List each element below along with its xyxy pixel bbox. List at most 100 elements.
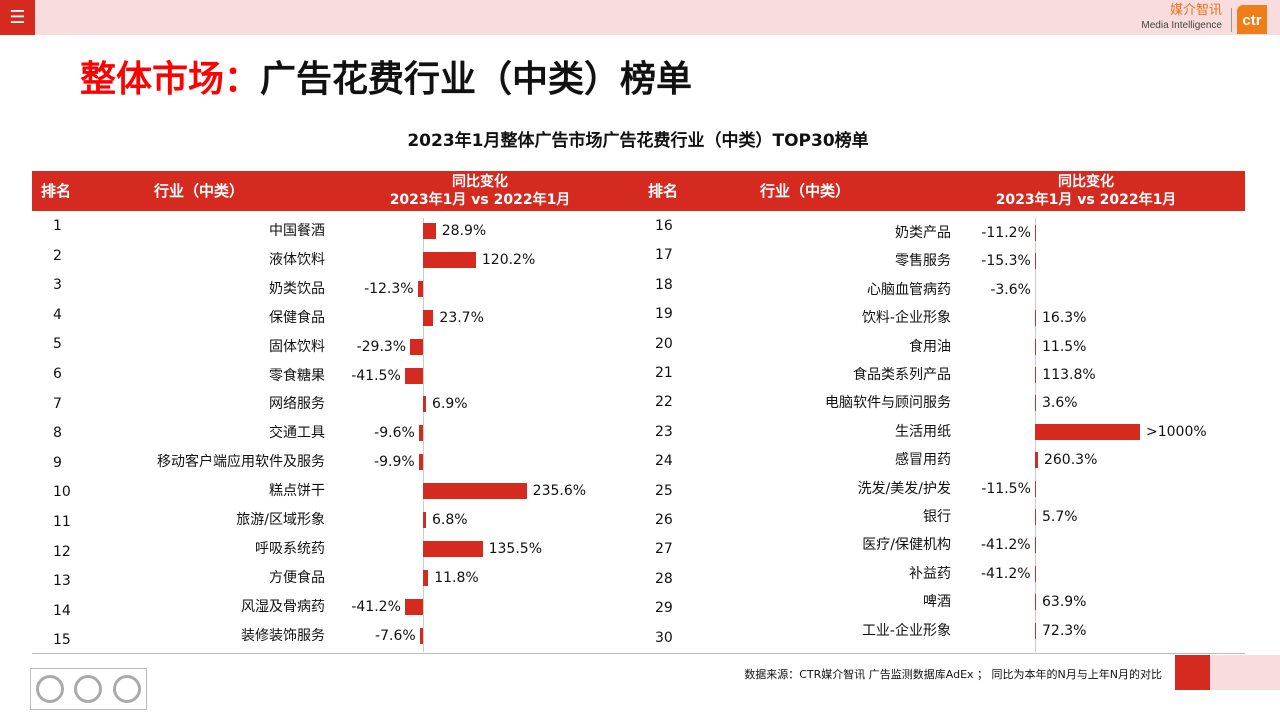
industry-name: 食品类系列产品	[853, 367, 951, 383]
rank-number: 1	[53, 218, 62, 234]
industry-name: 保健食品	[269, 309, 325, 326]
rank-number: 26	[655, 512, 673, 528]
industry-name: 移动客户端应用软件及服务	[157, 454, 325, 471]
industry-name: 生活用纸	[895, 423, 951, 440]
change-bar	[1035, 452, 1038, 469]
change-value: -41.2%	[351, 598, 401, 615]
change-value: 16.3%	[1042, 310, 1087, 327]
industry-name: 工业-企业形象	[861, 622, 951, 639]
rank-number: 6	[53, 366, 62, 382]
sgs-icon	[112, 675, 141, 703]
hamburger-icon: ☰	[9, 7, 26, 28]
table-subtitle: 2023年1月整体广告市场广告花费行业（中类）TOP30榜单	[407, 131, 869, 151]
header-change-line2: 2023年1月 vs 2022年1月	[995, 192, 1177, 208]
change-bar	[410, 338, 423, 355]
industry-name: 交通工具	[269, 425, 325, 442]
change-bar	[1035, 594, 1036, 611]
rank-number: 29	[655, 600, 673, 617]
rank-number: 4	[53, 306, 62, 323]
rank-number: 15	[53, 632, 71, 649]
header-change-line2: 2023年1月 vs 2022年1月	[389, 192, 571, 208]
industry-name: 啤酒	[923, 594, 951, 611]
rank-number: 8	[53, 425, 62, 442]
change-value: 120.2%	[481, 251, 536, 268]
change-value: 6.8%	[431, 512, 468, 528]
header-rank-right: 排名	[648, 182, 679, 200]
change-bar	[1035, 367, 1037, 383]
change-bar	[423, 512, 426, 528]
change-value: 260.3%	[1043, 452, 1098, 469]
rank-number: 23	[655, 423, 673, 440]
zero-axis	[423, 218, 424, 652]
footer-red-block	[1175, 655, 1210, 690]
header-industry-right: 行业（中类）	[760, 182, 851, 200]
rank-number: 2	[53, 247, 62, 264]
industry-name: 呼吸系统药	[255, 540, 325, 557]
industry-name: 固体饮料	[269, 338, 325, 355]
change-value: 5.7%	[1042, 509, 1078, 525]
logo-en: Media Intelligence	[1141, 20, 1222, 31]
rank-number: 22	[655, 394, 673, 411]
industry-name: 奶类饮品	[269, 280, 325, 297]
change-value: -12.3%	[364, 280, 414, 297]
sgs-icon	[36, 675, 65, 703]
change-bar	[404, 598, 423, 615]
header-change-left: 同比变化 2023年1月 vs 2022年1月	[372, 173, 588, 209]
footer-pink-block	[1210, 655, 1280, 690]
source-note: 数据来源：CTR媒介智讯 广告监测数据库AdEx ； 同比为本年的N月与上年N月…	[744, 668, 1162, 681]
change-bar	[423, 540, 483, 557]
table-header: 排名 行业（中类） 同比变化 2023年1月 vs 2022年1月 排名 行业（中…	[32, 171, 1245, 211]
industry-name: 中国餐酒	[269, 223, 325, 239]
ctr-logo: ctr	[1237, 5, 1267, 34]
rank-number: 17	[655, 247, 673, 264]
change-value: 135.5%	[488, 540, 542, 557]
top-bar	[0, 0, 1280, 35]
industry-name: 补益药	[909, 565, 951, 582]
change-value: 28.9%	[441, 223, 487, 239]
industry-name: 液体饮料	[269, 251, 325, 268]
industry-name: 银行	[923, 509, 951, 525]
change-value: -41.2%	[981, 537, 1031, 554]
change-value: -29.3%	[356, 338, 407, 355]
change-bar	[418, 425, 423, 442]
change-bar	[423, 223, 436, 239]
rank-number: 9	[53, 454, 62, 471]
rank-number: 28	[655, 570, 673, 587]
rank-number: 14	[53, 602, 71, 619]
menu-button[interactable]: ☰	[0, 0, 35, 35]
rank-number: 19	[655, 306, 673, 323]
rank-number: 13	[53, 573, 71, 590]
change-bar	[1035, 395, 1036, 412]
change-bar	[404, 367, 423, 384]
industry-name: 感冒用药	[895, 452, 951, 469]
change-value: 3.6%	[1042, 395, 1078, 412]
sgs-cert-logos	[30, 668, 147, 710]
change-value: -11.2%	[981, 225, 1031, 241]
page-title: 整体市场：广告花费行业（中类）榜单	[80, 58, 692, 102]
industry-name: 洗发/美发/护发	[857, 480, 951, 497]
rank-number: 24	[655, 453, 673, 470]
header-change-line1: 同比变化	[452, 174, 508, 190]
rank-number: 7	[53, 395, 62, 412]
industry-name: 医疗/保健机构	[862, 537, 951, 554]
change-bar	[418, 454, 423, 471]
change-value: 11.5%	[1042, 338, 1087, 355]
change-bar	[419, 627, 423, 644]
change-bar	[423, 396, 427, 413]
change-bar	[1035, 310, 1036, 327]
change-bar	[423, 569, 429, 586]
change-value: -41.2%	[981, 565, 1031, 582]
change-bar	[423, 483, 527, 500]
change-value: 23.7%	[439, 309, 484, 326]
rank-number: 20	[655, 335, 673, 352]
industry-name: 电脑软件与顾问服务	[825, 395, 951, 412]
change-value: -9.9%	[374, 454, 415, 471]
rank-number: 30	[655, 629, 673, 646]
industry-name: 零售服务	[895, 253, 951, 270]
change-bar	[1035, 338, 1036, 355]
header-change-right: 同比变化 2023年1月 vs 2022年1月	[978, 173, 1194, 209]
rank-number: 3	[53, 277, 62, 294]
title-highlight: 整体市场：	[80, 59, 261, 100]
change-value: -3.6%	[990, 281, 1031, 298]
industry-name: 心脑血管病药	[867, 281, 951, 298]
